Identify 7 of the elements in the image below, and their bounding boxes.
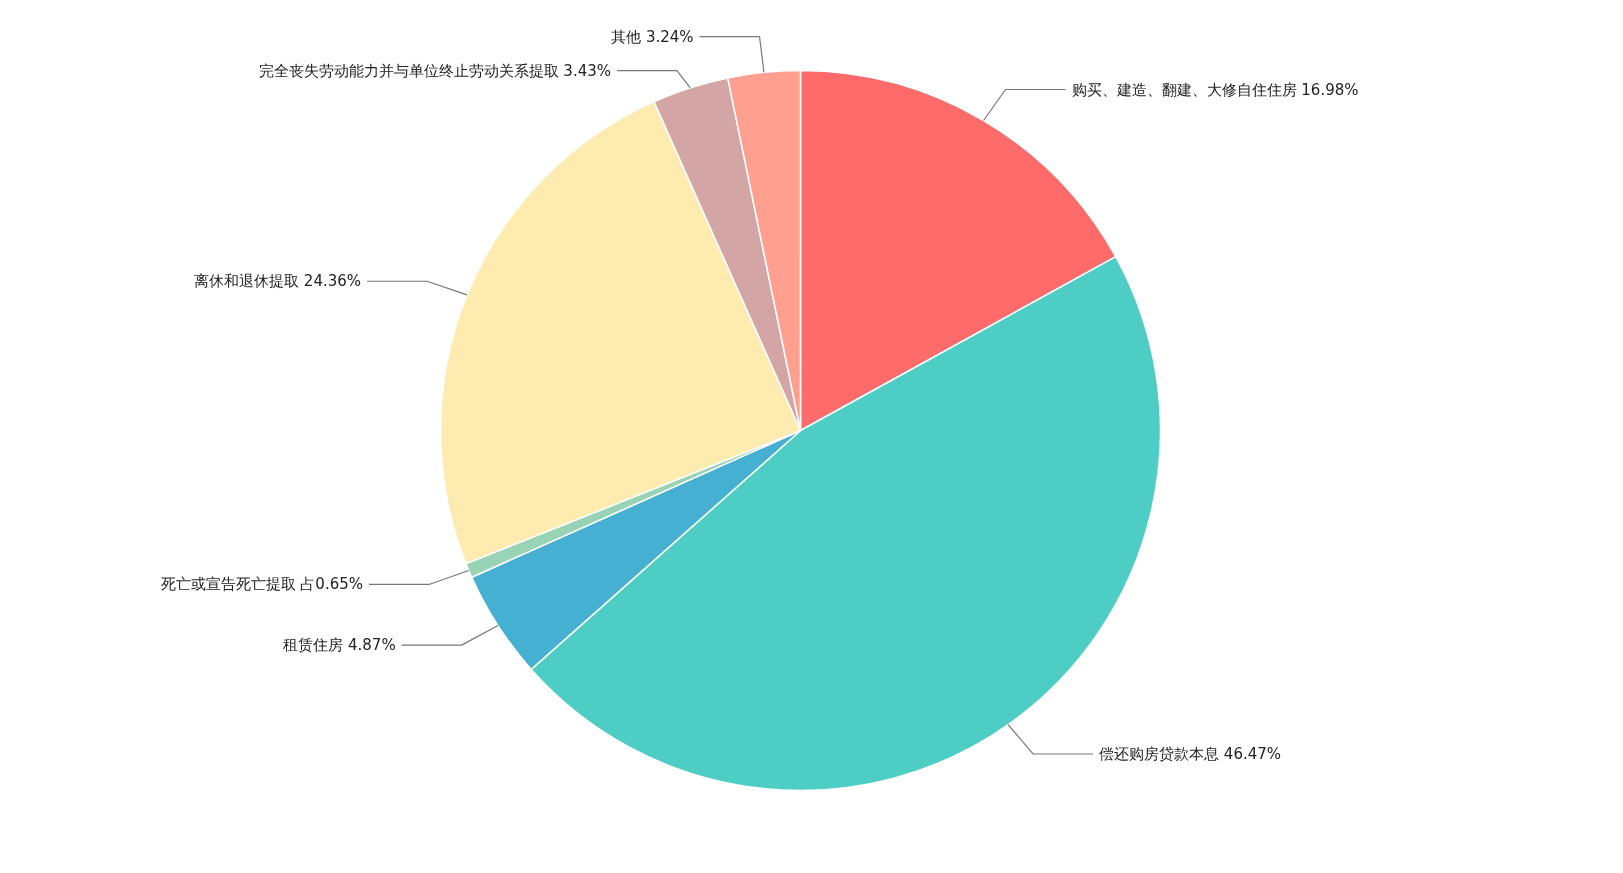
slice-label: 其他 3.24% bbox=[611, 27, 694, 46]
slice-label: 离休和退休提取 24.36% bbox=[194, 272, 362, 291]
slice-label: 完全丧失劳动能力并与单位终止劳动关系提取 3.43% bbox=[258, 61, 611, 80]
slice-label: 购买、建造、翻建、大修自住住房 16.98% bbox=[1071, 80, 1359, 99]
slice-label: 租赁住房 4.87% bbox=[283, 636, 396, 655]
slice-label: 死亡或宣告死亡提取 占0.65% bbox=[160, 575, 364, 594]
slice-label: 偿还购房贷款本息 46.47% bbox=[1099, 744, 1282, 763]
